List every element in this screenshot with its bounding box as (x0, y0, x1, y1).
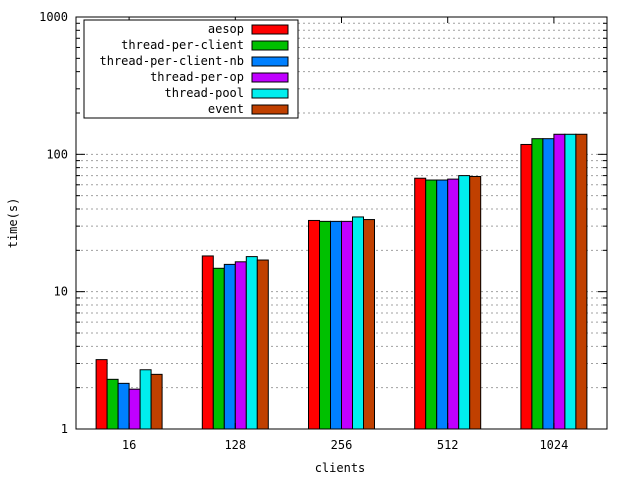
y-tick-label: 1000 (39, 10, 68, 24)
bar (352, 216, 364, 430)
legend-swatch (251, 104, 289, 115)
bar (531, 138, 544, 430)
bar (212, 267, 225, 430)
y-tick-label: 10 (54, 285, 68, 299)
bar (542, 138, 555, 430)
bar (201, 255, 214, 430)
ticks: 16 128 256 512 1024 1 10 100 1000 (39, 10, 607, 452)
legend-label: thread-per-client-nb (100, 54, 245, 68)
x-tick-label: 512 (437, 438, 459, 452)
legend-label: thread-per-client (121, 38, 244, 52)
legend-swatch (251, 40, 289, 51)
bar (128, 388, 141, 430)
bar (425, 179, 438, 430)
bar (95, 359, 108, 430)
legend: aesop thread-per-client thread-per-client-… (83, 19, 299, 119)
legend-label: aesop (208, 22, 244, 36)
bar (458, 175, 471, 430)
bar (223, 263, 236, 430)
bar (245, 256, 258, 430)
legend-box (83, 19, 299, 119)
legend-label: thread-per-op (150, 70, 244, 84)
legend-swatch (251, 24, 289, 35)
legend-swatch (251, 56, 289, 67)
x-tick-label: 16 (122, 438, 136, 452)
bars (95, 133, 588, 430)
bar (319, 220, 331, 430)
bar (256, 259, 269, 430)
bar (363, 219, 375, 430)
bar (330, 220, 342, 430)
bar (436, 179, 449, 430)
bar (553, 133, 566, 430)
bar (106, 378, 119, 430)
bar (575, 133, 588, 430)
x-tick-label: 128 (224, 438, 246, 452)
legend-label: thread-pool (165, 86, 244, 100)
x-tick-label: 1024 (539, 438, 568, 452)
bar (447, 178, 460, 430)
y-tick-label: 1 (61, 422, 68, 436)
bar (564, 133, 577, 430)
x-axis-label: clients (315, 461, 366, 475)
bar (308, 219, 320, 430)
bar (341, 220, 353, 430)
legend-swatch (251, 88, 289, 99)
legend-label: event (208, 102, 244, 116)
bar (520, 143, 533, 430)
bar (117, 382, 130, 430)
bar (234, 261, 247, 430)
y-axis-label: time(s) (6, 198, 20, 249)
bar (139, 369, 152, 430)
x-tick-label: 256 (331, 438, 353, 452)
bar (150, 373, 163, 430)
bar (469, 175, 482, 430)
y-tick-label: 100 (46, 147, 68, 161)
bar (414, 177, 427, 430)
legend-swatch (251, 72, 289, 83)
